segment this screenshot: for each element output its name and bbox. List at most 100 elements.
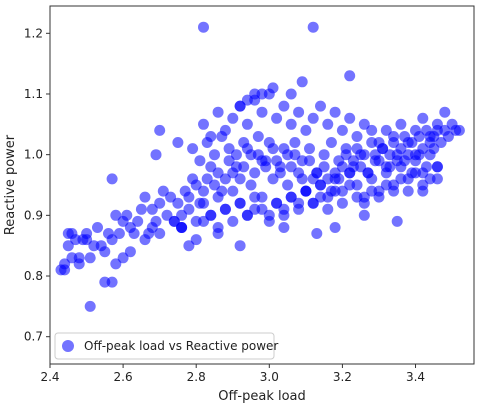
- y-tick-label: 1.1: [24, 87, 43, 101]
- data-point: [234, 240, 246, 252]
- data-point: [329, 222, 341, 233]
- data-point: [190, 234, 202, 246]
- data-point: [139, 234, 151, 246]
- data-point: [256, 106, 268, 118]
- data-point: [223, 143, 235, 155]
- data-point: [431, 173, 443, 185]
- data-point: [278, 209, 290, 221]
- data-point: [212, 191, 224, 203]
- data-point: [176, 222, 188, 233]
- data-point: [355, 149, 367, 161]
- data-point: [263, 215, 275, 227]
- legend: Off-peak load vs Reactive power: [54, 332, 278, 360]
- data-point: [267, 143, 279, 155]
- data-point: [282, 149, 294, 161]
- data-point: [395, 161, 407, 173]
- data-point: [209, 179, 220, 191]
- data-point: [154, 124, 166, 136]
- data-point: [110, 258, 122, 270]
- data-point: [227, 185, 239, 197]
- data-point: [256, 203, 268, 215]
- data-point: [424, 131, 436, 142]
- x-tick-label: 3.0: [260, 370, 279, 384]
- data-point: [190, 179, 202, 191]
- y-axis-ticks: 0.7 0.8 0.9 1.0 1.1 1.2: [24, 26, 50, 344]
- x-tick-label: 2.4: [40, 370, 59, 384]
- data-point: [201, 173, 213, 185]
- data-point: [198, 197, 209, 209]
- data-point: [453, 124, 465, 136]
- data-point: [285, 88, 297, 100]
- data-point: [388, 131, 400, 142]
- data-point: [212, 167, 224, 179]
- data-point: [172, 137, 184, 148]
- data-point: [322, 191, 334, 203]
- data-point: [201, 137, 213, 148]
- data-point: [157, 185, 169, 197]
- data-point: [293, 106, 305, 118]
- data-point: [146, 203, 158, 215]
- data-point: [278, 222, 290, 233]
- data-point: [315, 179, 326, 191]
- data-point: [300, 124, 312, 136]
- plot-frame: [49, 5, 475, 365]
- data-point: [245, 179, 257, 191]
- data-point: [190, 215, 202, 227]
- data-point: [285, 161, 297, 173]
- data-point: [351, 179, 363, 191]
- data-point: [234, 197, 246, 209]
- data-point: [318, 161, 330, 173]
- data-point: [377, 143, 389, 155]
- data-point: [139, 191, 151, 203]
- data-point: [183, 240, 195, 252]
- data-point: [344, 167, 356, 179]
- data-point: [336, 185, 348, 197]
- data-point: [187, 143, 199, 155]
- data-point: [439, 106, 451, 118]
- data-point: [132, 215, 144, 227]
- data-point: [66, 252, 78, 264]
- data-point: [296, 76, 308, 88]
- data-point: [315, 100, 326, 112]
- x-tick-label: 2.6: [114, 370, 133, 384]
- data-point: [223, 155, 235, 167]
- data-point: [113, 228, 125, 239]
- data-point: [322, 203, 334, 215]
- data-point: [230, 161, 242, 173]
- data-point: [285, 191, 297, 203]
- x-axis-label: Off-peak load: [218, 389, 306, 404]
- data-point: [176, 209, 188, 221]
- data-point: [358, 209, 370, 221]
- data-point: [417, 167, 429, 179]
- data-point: [271, 112, 283, 124]
- data-point: [198, 21, 209, 33]
- data-point: [168, 215, 180, 227]
- data-point: [106, 276, 118, 288]
- legend-marker: [62, 340, 74, 352]
- data-point: [417, 112, 429, 124]
- data-point: [410, 155, 421, 167]
- data-point: [395, 118, 407, 130]
- data-point: [344, 112, 356, 124]
- data-points: [55, 21, 465, 312]
- data-point: [154, 228, 166, 239]
- data-point: [62, 228, 74, 239]
- data-point: [260, 155, 272, 167]
- data-point: [391, 149, 403, 161]
- data-point: [59, 258, 71, 270]
- data-point: [128, 228, 140, 239]
- data-point: [318, 149, 330, 161]
- data-point: [358, 118, 370, 130]
- data-point: [249, 167, 261, 179]
- data-point: [424, 149, 436, 161]
- data-point: [121, 209, 133, 221]
- data-point: [238, 137, 250, 148]
- y-tick-label: 0.7: [24, 330, 43, 344]
- data-point: [311, 228, 323, 239]
- data-point: [307, 21, 319, 33]
- data-point: [81, 234, 93, 246]
- x-tick-label: 2.8: [187, 370, 206, 384]
- data-point: [300, 185, 312, 197]
- data-point: [373, 185, 385, 197]
- y-tick-label: 1.2: [24, 26, 43, 40]
